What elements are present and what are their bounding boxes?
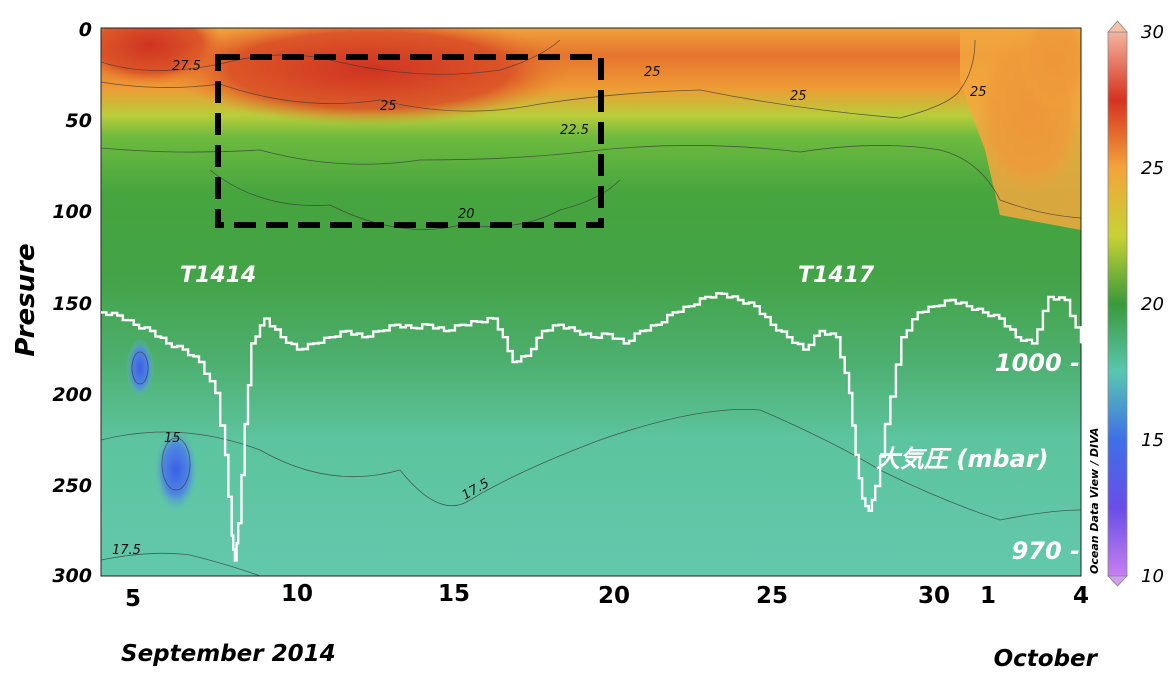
- y-tick-label: 250: [52, 475, 92, 497]
- colorbar: 30 25 20 15 10: [1107, 20, 1164, 587]
- y-ticks: 0 50 100 150 200 250 300: [52, 19, 92, 587]
- contour-22-5: [101, 145, 1081, 219]
- colorbar-cap-top: [1107, 20, 1128, 33]
- x-tick-label: 30: [918, 583, 950, 609]
- colorbar-tick: 20: [1141, 294, 1164, 315]
- contour-label: 25: [790, 89, 807, 104]
- pressure-axis-label: 大気圧 (mbar): [876, 445, 1049, 473]
- contour-label: 25: [970, 85, 987, 100]
- warm-column-right: [960, 28, 1081, 230]
- storm-label-t1414: T1414: [180, 263, 256, 288]
- contour-15-loop-2: [131, 351, 149, 385]
- contour-label: 22.5: [560, 123, 589, 138]
- contour-label: 15: [164, 431, 181, 446]
- colorbar-cap-bottom: [1107, 575, 1128, 587]
- colorbar-tick: 30: [1141, 22, 1164, 43]
- highlight-box: [215, 54, 604, 228]
- field-base: [101, 28, 1081, 576]
- colorbar-ramp: [1107, 31, 1128, 577]
- contour-label: 17.5: [112, 543, 141, 558]
- y-axis-title: Presure: [11, 243, 41, 356]
- contour-label: 27.5: [172, 59, 201, 74]
- x-tick-label: 20: [598, 583, 630, 609]
- contour-20: [209, 169, 621, 230]
- colorbar-tick: 10: [1141, 566, 1164, 587]
- contour-25-a: [101, 39, 976, 119]
- contour-15-loop: [161, 437, 191, 491]
- contour-label: 25: [644, 65, 661, 80]
- cool-patch-left-2: [154, 428, 198, 512]
- x-label-september: September 2014: [121, 641, 336, 667]
- watermark: Ocean Data View / DIVA: [1088, 428, 1101, 574]
- cool-patch-left-1: [126, 338, 154, 398]
- x-tick-label: 15: [438, 581, 470, 607]
- y-tick-label: 200: [52, 384, 92, 406]
- x-tick-label: 1: [980, 583, 996, 609]
- x-label-october: October: [994, 646, 1099, 672]
- y-tick-label: 0: [79, 19, 92, 41]
- x-tick-label: 25: [756, 583, 788, 609]
- y-tick-label: 300: [52, 565, 92, 587]
- contour-label: 25: [380, 99, 397, 114]
- colorbar-tick: 15: [1141, 430, 1164, 451]
- x-tick-label: 5: [125, 586, 141, 612]
- contour-17-5-main: [101, 409, 1081, 521]
- y-tick-label: 50: [66, 110, 92, 132]
- temperature-field: [101, 28, 1081, 576]
- pressure-tick-970: 970 -: [1012, 537, 1080, 565]
- contour-label: 20: [458, 207, 475, 222]
- pressure-tick-1000: 1000 -: [995, 349, 1080, 377]
- x-ticks: 5 10 15 20 25 30 1 4: [125, 581, 1089, 612]
- plot-frame: [100, 27, 1082, 577]
- storm-label-t1417: T1417: [798, 263, 875, 288]
- y-tick-label: 100: [52, 201, 92, 223]
- colorbar-tick: 25: [1141, 158, 1164, 179]
- x-tick-label: 4: [1073, 583, 1089, 609]
- warm-patch-center: [170, 28, 570, 125]
- pressure-line: [101, 292, 1083, 562]
- x-tick-label: 10: [281, 581, 313, 607]
- contour-17-5-lower: [101, 552, 261, 576]
- y-tick-label: 150: [52, 293, 92, 315]
